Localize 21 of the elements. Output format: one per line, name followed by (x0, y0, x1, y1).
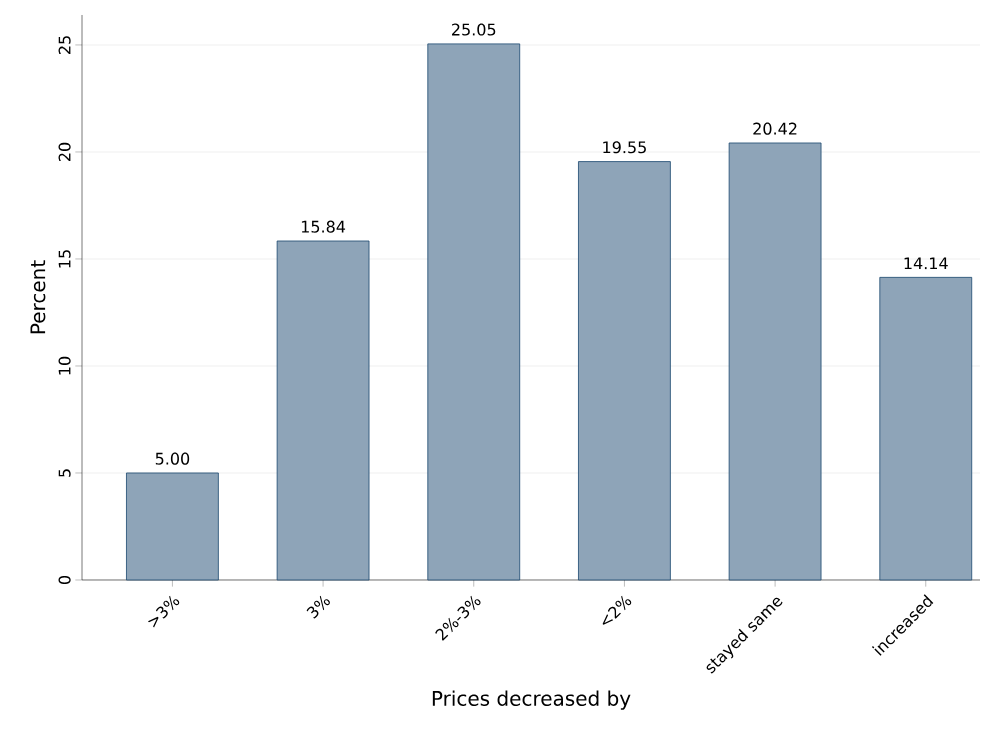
x-tick-label: 3% (306, 595, 330, 619)
y-tick-label: 5 (58, 469, 71, 477)
data-label: 19.55 (603, 141, 646, 154)
x-axis-title: Prices decreased by (432, 690, 631, 710)
bar (728, 142, 822, 581)
bar (879, 276, 973, 581)
y-tick-label: 20 (58, 142, 71, 161)
data-label: 5.00 (155, 452, 190, 465)
bar (276, 240, 370, 581)
y-tick-label: 15 (58, 250, 71, 268)
bar (427, 43, 521, 581)
bar (126, 472, 219, 581)
data-label: 15.84 (301, 220, 346, 233)
data-label: 25.05 (452, 23, 496, 36)
y-tick-label: 0 (58, 575, 71, 585)
y-tick-label: 25 (58, 36, 71, 54)
bar (578, 161, 671, 581)
data-label: 14.14 (904, 257, 948, 270)
y-axis-title: Percent (30, 260, 46, 334)
data-label: 20.42 (753, 122, 797, 135)
y-tick-label: 10 (58, 356, 71, 375)
